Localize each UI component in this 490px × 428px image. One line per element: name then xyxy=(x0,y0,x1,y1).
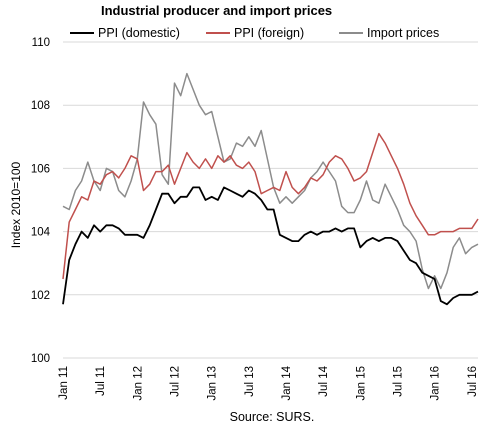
series-layer xyxy=(62,72,479,306)
y-tick-label: 108 xyxy=(31,100,50,112)
y-tick-label: 104 xyxy=(31,227,51,239)
y-tick-label: 102 xyxy=(31,290,50,302)
x-axis-ticks: Jan 11 Jul 11 Jan 12 Jul 12 Jan 13 Jul 13 Jan … xyxy=(58,365,479,400)
x-tick-label: Jan 16 xyxy=(430,366,442,401)
gridlines xyxy=(63,41,478,359)
x-tick-label: Jan 13 xyxy=(207,366,219,401)
x-tick-label: Jul 11 xyxy=(95,366,107,396)
legend-label: Import prices xyxy=(367,26,439,40)
series-line-2 xyxy=(62,72,479,290)
series-line-0 xyxy=(62,186,479,306)
x-tick-label: Jul 16 xyxy=(467,366,479,397)
x-tick-label: Jan 14 xyxy=(281,365,293,400)
x-tick-label: Jul 12 xyxy=(169,366,181,397)
x-tick-label: Jan 11 xyxy=(58,366,70,400)
y-tick-label: 106 xyxy=(31,163,50,175)
x-tick-label: Jan 15 xyxy=(355,366,367,401)
y-tick-label: 100 xyxy=(31,353,50,365)
y-tick-label: 110 xyxy=(32,37,50,49)
series-line-1 xyxy=(62,132,479,280)
x-tick-label: Jan 12 xyxy=(132,366,144,401)
chart-title: Industrial producer and import prices xyxy=(101,3,332,18)
x-tick-label: Jul 13 xyxy=(244,366,256,397)
legend: PPI (domestic) PPI (foreign) Import prices xyxy=(70,26,439,40)
x-tick-label: Jul 14 xyxy=(318,365,330,396)
x-tick-label: Jul 15 xyxy=(392,366,404,397)
y-axis-title: Index 2010=100 xyxy=(9,161,23,248)
legend-label: PPI (domestic) xyxy=(98,26,180,40)
source-note: Source: SURS. xyxy=(230,410,315,424)
y-axis-ticks: 100 102 104 106 108 110 xyxy=(31,37,51,365)
legend-label: PPI (foreign) xyxy=(234,26,304,40)
